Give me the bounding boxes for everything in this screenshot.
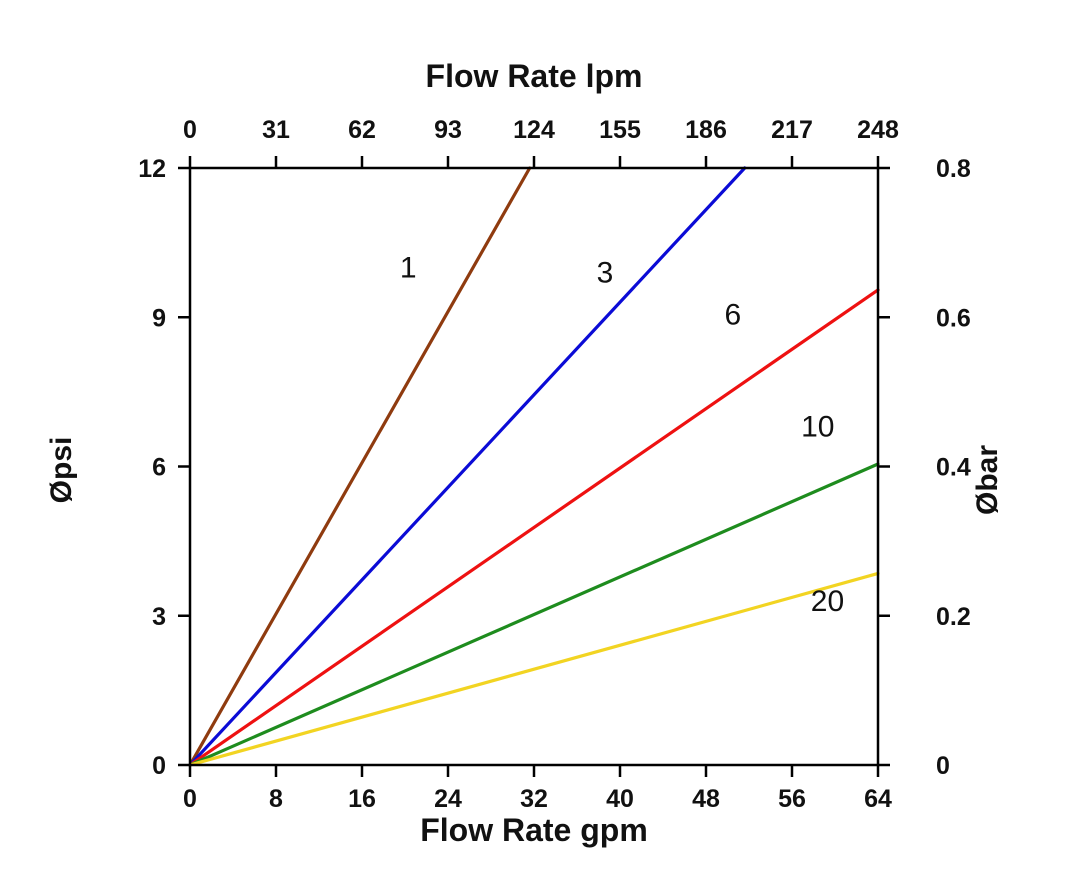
series-label-10: 10 bbox=[801, 411, 834, 444]
bottom-tick-label: 16 bbox=[348, 785, 376, 813]
top-tick-label: 217 bbox=[771, 116, 813, 144]
right-tick-label: 0.6 bbox=[936, 304, 971, 332]
right-tick-label: 0.8 bbox=[936, 155, 971, 183]
bottom-tick-label: 0 bbox=[183, 785, 197, 813]
series-line-20 bbox=[188, 571, 880, 767]
series-label-6: 6 bbox=[725, 299, 742, 332]
bottom-tick-label: 48 bbox=[692, 785, 720, 813]
series-line-6 bbox=[188, 288, 880, 767]
top-tick-label: 0 bbox=[183, 116, 197, 144]
bottom-tick-label: 64 bbox=[864, 785, 892, 813]
right-tick-label: 0 bbox=[936, 752, 950, 780]
series-label-20: 20 bbox=[811, 585, 844, 618]
left-tick-label: 6 bbox=[152, 454, 166, 482]
series-line-10 bbox=[188, 462, 880, 767]
series-label-3: 3 bbox=[597, 256, 614, 289]
bottom-tick-label: 24 bbox=[434, 785, 462, 813]
bottom-tick-label: 32 bbox=[520, 785, 548, 813]
top-axis-title: Flow Rate lpm bbox=[425, 58, 643, 94]
right-tick-label: 0.2 bbox=[936, 603, 971, 631]
bottom-axis-title: Flow Rate gpm bbox=[420, 812, 648, 848]
bottom-tick-label: 56 bbox=[778, 785, 806, 813]
top-tick-label: 124 bbox=[513, 116, 555, 144]
top-tick-label: 248 bbox=[857, 116, 899, 144]
series-label-1: 1 bbox=[400, 251, 417, 284]
left-tick-label: 9 bbox=[152, 304, 166, 332]
top-tick-label: 93 bbox=[434, 116, 462, 144]
right-tick-label: 0.4 bbox=[936, 454, 971, 482]
top-tick-label: 186 bbox=[685, 116, 727, 144]
left-tick-label: 12 bbox=[138, 155, 166, 183]
series-line-1 bbox=[188, 166, 532, 767]
bottom-tick-label: 8 bbox=[269, 785, 283, 813]
plot-frame bbox=[188, 166, 880, 767]
top-tick-label: 31 bbox=[262, 116, 290, 144]
top-tick-label: 155 bbox=[599, 116, 641, 144]
left-tick-label: 0 bbox=[152, 752, 166, 780]
left-tick-label: 3 bbox=[152, 603, 166, 631]
bottom-tick-label: 40 bbox=[606, 785, 634, 813]
series-line-3 bbox=[188, 166, 747, 767]
top-tick-label: 62 bbox=[348, 116, 376, 144]
